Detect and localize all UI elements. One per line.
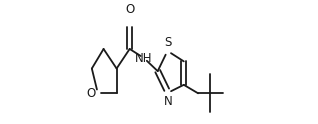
Text: NH: NH [135, 52, 153, 65]
Text: S: S [164, 36, 171, 49]
Text: O: O [125, 3, 134, 16]
Text: N: N [164, 95, 172, 108]
Text: O: O [86, 87, 96, 100]
